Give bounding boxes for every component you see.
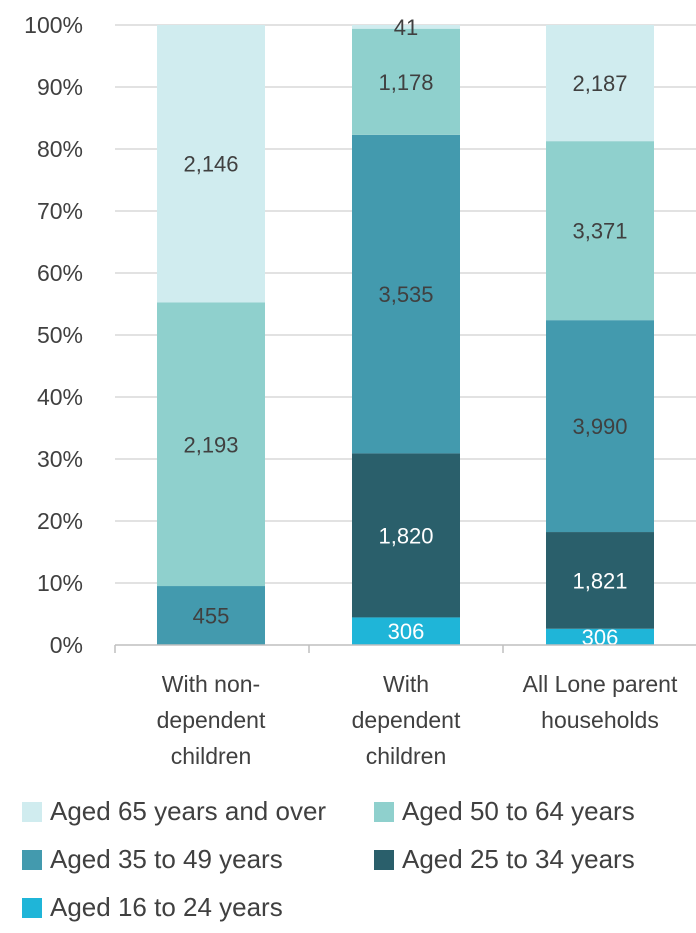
- bar-segment: [546, 141, 654, 321]
- y-tick-label: 90%: [37, 74, 83, 100]
- legend-swatch: [374, 801, 394, 822]
- x-category-label-line: With non-: [162, 671, 260, 697]
- legend-swatch: [374, 849, 394, 870]
- data-label: 2,187: [572, 71, 627, 96]
- data-label: 1,820: [378, 523, 433, 548]
- x-category-label: With non-dependent children: [157, 671, 266, 769]
- y-tick-label: 70%: [37, 198, 83, 224]
- x-axis: With non-dependent children With dependent c…: [114, 644, 696, 769]
- y-tick-label: 50%: [37, 322, 83, 348]
- stacked-bar-chart: 0%10%20%30%40%50%60%70%80%90%100% 14552,…: [24, 12, 696, 769]
- legend-swatch: [22, 801, 42, 822]
- bar-segment: [546, 320, 654, 533]
- legend-label: Aged 35 to 49 years: [50, 844, 283, 874]
- data-label: 2,146: [183, 152, 238, 177]
- data-label: 306: [388, 619, 425, 644]
- y-tick-label: 100%: [24, 12, 83, 38]
- y-tick-label: 80%: [37, 136, 83, 162]
- data-label: 455: [193, 603, 230, 628]
- data-label: 1,178: [378, 70, 433, 95]
- legend-label: Aged 65 years and over: [50, 796, 327, 826]
- legend-item-25-34: Aged 25 to 34 years: [374, 844, 635, 875]
- x-category-label-line: With: [383, 671, 429, 697]
- bar-segment: [546, 532, 654, 629]
- x-category-label-line: dependent: [352, 707, 461, 733]
- legend-swatch: [22, 897, 42, 918]
- y-tick-label: 10%: [37, 570, 83, 596]
- data-label: 1,821: [572, 568, 627, 593]
- bar-segment: [352, 617, 460, 645]
- data-label: 3,535: [378, 282, 433, 307]
- legend-label: Aged 25 to 34 years: [402, 844, 635, 874]
- bar-segment: [352, 134, 460, 454]
- bars: 14552,1932,1463061,8203,5351,178413061,8…: [157, 15, 654, 658]
- legend-swatch: [22, 849, 42, 870]
- data-label: 41: [394, 15, 418, 40]
- y-tick-label: 0%: [50, 632, 83, 658]
- bar-segment: [546, 25, 654, 142]
- bar-segment: [352, 25, 460, 29]
- x-category-label-line: children: [366, 743, 447, 769]
- y-axis: 0% 10% 20% 30% 40% 50% 60% 70% 80% 90% 100%: [24, 12, 83, 658]
- legend-item-16-24: Aged 16 to 24 years: [22, 892, 283, 923]
- bar-segment: [157, 586, 265, 645]
- bar-segment: [352, 453, 460, 618]
- x-category-label-line: dependent: [157, 707, 266, 733]
- data-label: 2,193: [183, 432, 238, 457]
- x-category-label-line: children: [171, 743, 252, 769]
- legend-item-50-64: Aged 50 to 64 years: [374, 796, 635, 827]
- x-category-label-line: households: [541, 707, 659, 733]
- legend-label: Aged 50 to 64 years: [402, 796, 635, 826]
- y-tick-label: 60%: [37, 260, 83, 286]
- bar-segment: [546, 628, 654, 645]
- legend-label: Aged 16 to 24 years: [50, 892, 283, 922]
- x-category-label: All Lone parent households: [523, 671, 678, 733]
- data-label: 3,990: [572, 414, 627, 439]
- y-tick-label: 40%: [37, 384, 83, 410]
- data-label: 3,371: [572, 219, 627, 244]
- y-tick-label: 20%: [37, 508, 83, 534]
- y-tick-label: 30%: [37, 446, 83, 472]
- x-category-label: With dependent children: [352, 671, 461, 769]
- legend-item-35-49: Aged 35 to 49 years: [22, 844, 283, 875]
- bar-segment: [157, 25, 265, 303]
- x-category-label-line: All Lone parent: [523, 671, 678, 697]
- legend-item-65-plus: Aged 65 years and over: [22, 796, 326, 827]
- bar-segment: [352, 28, 460, 135]
- bar-segment: [157, 302, 265, 587]
